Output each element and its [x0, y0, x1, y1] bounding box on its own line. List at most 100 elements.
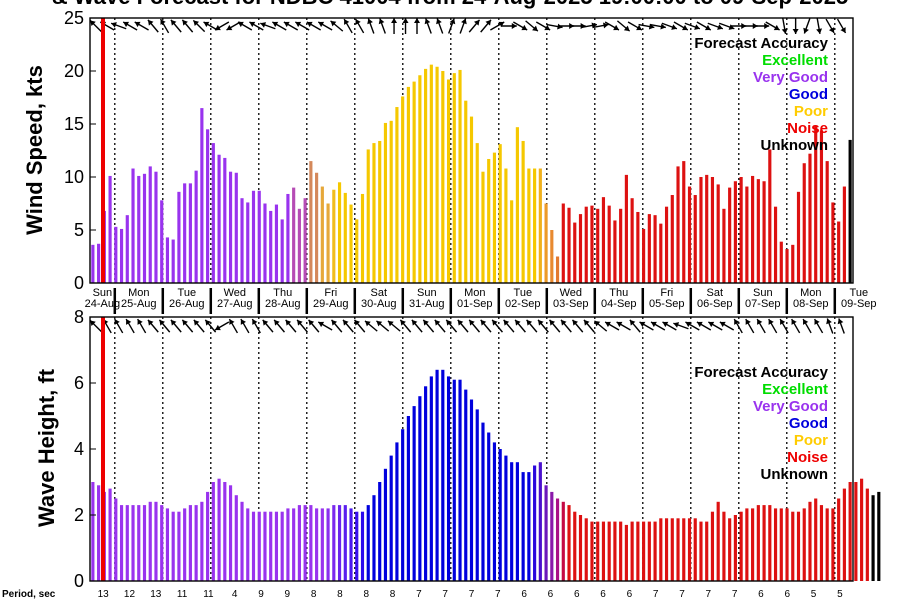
bar [492, 442, 497, 581]
direction-arrow [125, 318, 135, 334]
arrow-head [717, 24, 723, 30]
bar [406, 416, 410, 581]
direction-arrow [249, 21, 264, 31]
bar [154, 501, 158, 581]
bar [246, 202, 250, 283]
bar [452, 379, 456, 581]
period-value: 8 [311, 589, 317, 600]
bar [561, 501, 565, 581]
direction-arrow [114, 318, 124, 334]
arrow-head [387, 320, 394, 327]
direction-arrow [110, 22, 127, 30]
bar [148, 501, 152, 581]
direction-arrow [662, 321, 677, 331]
tick-labels: 051015202502468Sun24-AugMon25-AugTue26-A… [64, 8, 877, 600]
bar [366, 149, 370, 283]
bar [762, 181, 766, 283]
direction-arrow [768, 318, 778, 334]
arrow-head [90, 320, 96, 326]
bar [360, 511, 365, 581]
direction-arrow [193, 319, 205, 333]
arrow-head [330, 20, 337, 27]
arrow-head [792, 29, 799, 34]
direction-arrow [226, 21, 241, 31]
bar [504, 168, 508, 283]
direction-arrow [158, 319, 171, 333]
bar [578, 515, 583, 581]
bar [142, 173, 147, 283]
bar [756, 179, 760, 283]
bar [607, 205, 611, 283]
bar [659, 223, 663, 283]
bar [292, 187, 296, 283]
direction-arrow [434, 319, 446, 333]
direction-arrow [237, 21, 253, 31]
arrow-head [203, 21, 210, 28]
bar [217, 478, 221, 581]
arrow-head [660, 23, 666, 30]
wave-ylabel: Wave Height, ft [34, 368, 59, 527]
bar [372, 143, 376, 283]
bar [515, 462, 519, 581]
arrow-head [114, 319, 120, 325]
bar [309, 505, 313, 581]
bar [831, 508, 835, 581]
arrow-head [446, 319, 452, 326]
bar [796, 511, 801, 581]
arrow-head [511, 23, 517, 29]
bar [498, 449, 502, 581]
bar [837, 498, 841, 581]
direction-arrow [825, 18, 835, 34]
bar [406, 86, 410, 284]
bar [303, 198, 307, 283]
period-value: 8 [363, 589, 369, 600]
bar [131, 505, 135, 581]
period-value: 13 [98, 589, 110, 600]
bar [814, 126, 818, 284]
direction-arrow [308, 319, 320, 333]
date-label: 24-Aug [85, 298, 120, 310]
legend-item: Poor [794, 432, 828, 449]
arrow-head [636, 24, 642, 31]
direction-arrow [649, 23, 666, 30]
direction-arrow [802, 318, 812, 334]
bar [550, 491, 554, 581]
bar [624, 524, 628, 581]
direction-arrow [448, 18, 456, 34]
period-value: 5 [837, 589, 843, 600]
bar [119, 228, 124, 283]
direction-arrow [306, 21, 322, 31]
bar [739, 511, 743, 581]
direction-arrow [779, 318, 789, 334]
bar [97, 243, 101, 283]
bar [492, 152, 497, 283]
legend-item: Very Good [753, 69, 828, 86]
bar [171, 239, 175, 283]
period-value: 6 [627, 589, 633, 600]
arrow-head [147, 19, 154, 26]
direction-arrow [594, 320, 608, 332]
arrow-head [215, 24, 221, 31]
bar [596, 521, 600, 581]
legend-item: Poor [794, 103, 828, 120]
period-value: 8 [337, 589, 343, 600]
arrow-head [205, 319, 211, 326]
wave-ytick-label: 2 [74, 505, 84, 525]
bar [779, 508, 783, 581]
direction-arrow [170, 319, 182, 333]
arrow-head [681, 24, 688, 31]
direction-arrow [629, 319, 641, 333]
arrow-head [249, 21, 256, 28]
bar [544, 485, 548, 581]
arrow-head [126, 319, 132, 325]
chart-title: & Wave Forecast for NDBC 41004 from 24-A… [52, 0, 848, 9]
arrow-head [457, 319, 464, 326]
bar [292, 508, 296, 581]
arrow-head [485, 19, 491, 26]
bar [114, 226, 118, 283]
date-label: 07-Sep [745, 298, 780, 310]
day-label: Sun [753, 287, 773, 299]
date-label: 28-Aug [265, 298, 300, 310]
arrow-head [402, 18, 409, 23]
arrow-head [400, 319, 406, 326]
